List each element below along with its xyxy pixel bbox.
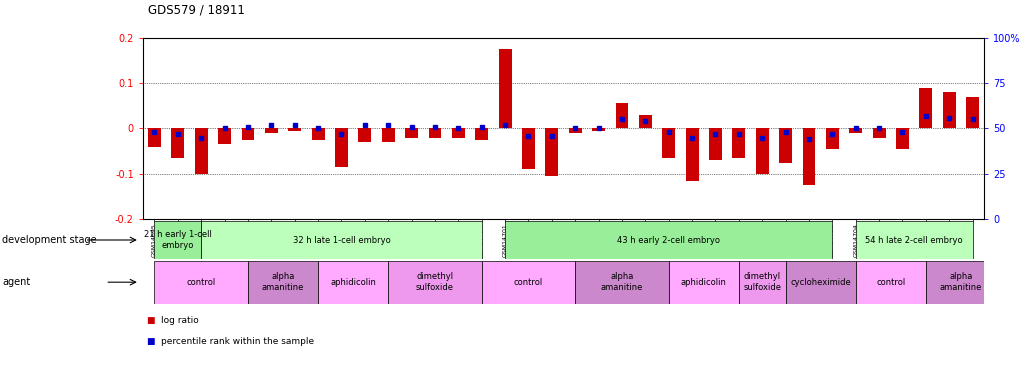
Bar [265, 129, 277, 133]
Text: 43 h early 2-cell embryo: 43 h early 2-cell embryo [616, 236, 719, 244]
Bar [334, 129, 347, 167]
Text: alpha
amanitine: alpha amanitine [600, 273, 643, 292]
Bar [825, 129, 838, 149]
Text: control: control [186, 278, 216, 287]
Text: ■: ■ [146, 337, 154, 346]
Text: 54 h late 2-cell embryo: 54 h late 2-cell embryo [864, 236, 962, 244]
Bar [545, 129, 557, 176]
Bar [925, 261, 995, 304]
Bar [708, 129, 721, 160]
Bar [475, 129, 488, 140]
Text: agent: agent [2, 277, 31, 287]
Text: dimethyl
sulfoxide: dimethyl sulfoxide [416, 273, 453, 292]
Text: development stage: development stage [2, 235, 97, 245]
Bar [148, 129, 161, 147]
Text: alpha
amanitine: alpha amanitine [938, 273, 981, 292]
Text: log ratio: log ratio [161, 316, 199, 325]
Bar [381, 129, 394, 142]
Text: aphidicolin: aphidicolin [330, 278, 376, 287]
Bar [481, 261, 575, 304]
Bar [451, 129, 465, 138]
Bar [685, 129, 698, 181]
Bar [942, 92, 955, 129]
Bar [755, 129, 768, 174]
Bar [248, 261, 318, 304]
Bar [918, 87, 931, 129]
Bar [668, 261, 738, 304]
Bar [388, 261, 481, 304]
Bar [312, 129, 324, 140]
Bar [358, 129, 371, 142]
Bar [592, 129, 604, 131]
Bar [428, 129, 441, 138]
Text: GDS579 / 18911: GDS579 / 18911 [148, 4, 245, 17]
Bar [522, 129, 534, 170]
Bar [802, 129, 814, 185]
Bar [638, 115, 651, 129]
Bar [575, 261, 668, 304]
Bar [405, 129, 418, 138]
Text: percentile rank within the sample: percentile rank within the sample [161, 337, 314, 346]
Bar [242, 129, 254, 140]
Bar [849, 129, 861, 133]
Text: control: control [514, 278, 542, 287]
Text: dimethyl
sulfoxide: dimethyl sulfoxide [743, 273, 781, 292]
Bar [855, 261, 925, 304]
Bar [872, 129, 884, 138]
Bar [965, 97, 978, 129]
Bar [201, 221, 481, 259]
Text: 32 h late 1-cell embryo: 32 h late 1-cell embryo [292, 236, 390, 244]
Bar [154, 261, 248, 304]
Bar [855, 221, 972, 259]
Bar [738, 261, 785, 304]
Bar [498, 49, 512, 129]
Bar [785, 261, 855, 304]
Bar [288, 129, 301, 131]
Text: aphidicolin: aphidicolin [681, 278, 726, 287]
Bar [218, 129, 231, 144]
Bar [171, 129, 184, 158]
Bar [779, 129, 792, 162]
Bar [732, 129, 745, 158]
Bar [195, 129, 208, 174]
Text: alpha
amanitine: alpha amanitine [262, 273, 304, 292]
Bar [154, 221, 201, 259]
Text: 21 h early 1-cell
embryо: 21 h early 1-cell embryо [144, 230, 212, 250]
Text: cycloheximide: cycloheximide [790, 278, 850, 287]
Bar [318, 261, 388, 304]
Text: control: control [875, 278, 905, 287]
Bar [614, 104, 628, 129]
Bar [569, 129, 581, 133]
Text: ■: ■ [146, 316, 154, 325]
Bar [895, 129, 908, 149]
Bar [661, 129, 675, 158]
Bar [504, 221, 832, 259]
